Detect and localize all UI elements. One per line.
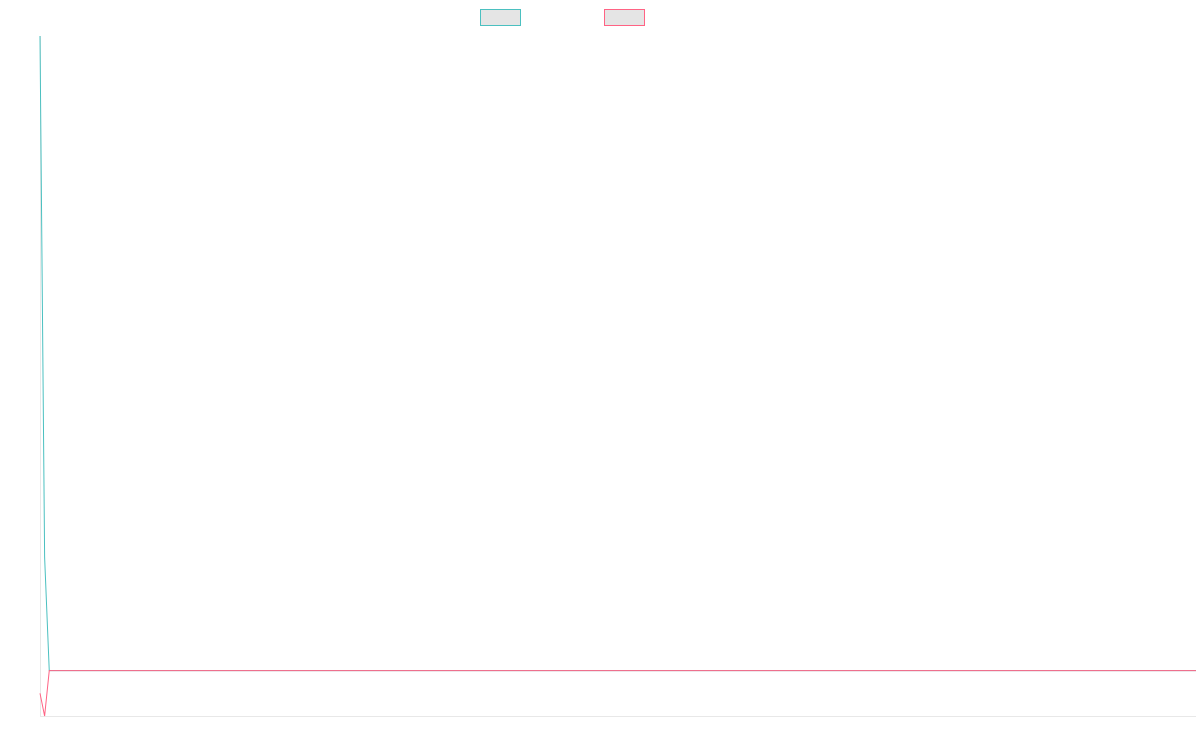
- legend-swatch-series-1: [480, 9, 521, 26]
- series-line-2: [39, 670, 1196, 717]
- legend-item-series-1[interactable]: [480, 9, 521, 26]
- legend-swatch-series-2: [604, 9, 645, 26]
- axes: [40, 36, 1196, 717]
- legend-item-series-2[interactable]: [604, 9, 645, 26]
- series-line-1: [39, 35, 1196, 672]
- legend: [480, 9, 645, 26]
- series-layer: [39, 35, 1196, 717]
